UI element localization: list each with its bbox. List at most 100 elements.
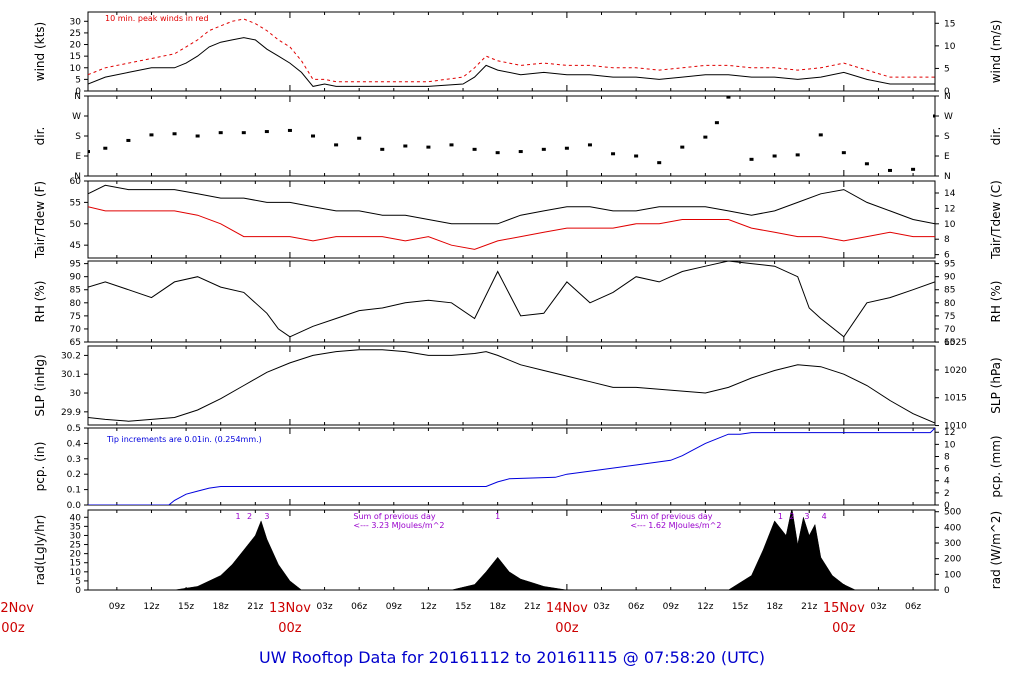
rad-peak-label: 1 <box>495 512 500 521</box>
dir-point <box>287 128 292 132</box>
x-tick-label: 06z <box>351 602 367 612</box>
precip-line <box>88 428 935 505</box>
y-tick-label: 15 <box>70 52 81 62</box>
temp-ylabel: Tair/Tdew (F) <box>33 181 47 259</box>
y-tick-label: 30 <box>70 17 82 27</box>
x-tick-label: 12z <box>697 602 713 612</box>
y-tick-label-right: 8 <box>944 452 950 462</box>
rad-peak-label: 1 <box>778 512 783 521</box>
y-tick-label-right: 12 <box>944 204 955 214</box>
y-tick-label: E <box>75 152 81 162</box>
y-tick-label: 5 <box>75 75 81 85</box>
slp-plot-area <box>88 349 935 424</box>
rh-frame <box>87 260 936 343</box>
wind-annotation: 10 min. peak winds in red <box>105 14 209 23</box>
dir-point <box>495 151 500 155</box>
x-tick-label: 21z <box>801 602 817 612</box>
y-tick-label: 0.1 <box>67 486 81 496</box>
x-tick-label: 06z <box>628 602 644 612</box>
y-tick-label: W <box>72 112 81 122</box>
temp-frame <box>87 180 936 259</box>
dir-point <box>449 143 454 147</box>
y-tick-label-right: 1010 <box>944 422 967 432</box>
dir-plot-area <box>88 96 935 172</box>
rad-peak-label: 3 <box>804 512 809 521</box>
temp-plot-area <box>88 184 935 250</box>
Tdew-line <box>88 206 935 250</box>
x-tick-label: 12z <box>420 602 436 612</box>
y-tick-label-right: 100 <box>944 570 961 580</box>
day-date-label: 12Nov <box>0 601 34 616</box>
dir-point <box>218 131 223 135</box>
y-tick-label: 0.3 <box>67 455 81 465</box>
dir-point <box>634 154 639 158</box>
y-tick-label: 80 <box>70 299 82 309</box>
temp-panel: 45 50 55 60 6 8 10 12 14 Tair/Tdew (F) Tair/Tdew (… <box>33 177 1003 261</box>
y-tick-label: 20 <box>70 41 82 51</box>
rh-ylabel: RH (%) <box>33 281 47 323</box>
day-time-label: 00z <box>555 621 579 636</box>
dir-point <box>311 134 316 138</box>
x-tick-label: 18z <box>213 602 229 612</box>
y-tick-label-right: 85 <box>944 286 955 296</box>
dir-point <box>911 167 916 171</box>
dir-point <box>841 151 846 155</box>
rad-peak-label: 2 <box>247 512 252 521</box>
y-tick-label: N <box>74 172 81 182</box>
x-tick-label: 18z <box>490 602 506 612</box>
dir-point <box>587 143 592 147</box>
slp-ylabel-right: SLP (hPa) <box>989 357 1003 413</box>
y-tick-label-right: N <box>944 92 951 102</box>
y-tick-label: 5 <box>75 577 81 587</box>
dir-point <box>126 138 131 142</box>
y-tick-label-right: 300 <box>944 539 961 549</box>
Tair-line <box>88 184 935 225</box>
y-tick-label: 20 <box>70 550 82 560</box>
y-tick-label: 40 <box>70 513 82 523</box>
RH-line <box>88 261 935 338</box>
y-tick-label: 30 <box>70 389 82 399</box>
x-tick-label: 21z <box>524 602 540 612</box>
day-date-label: 13Nov <box>269 601 311 616</box>
x-tick-label: 15z <box>732 602 748 612</box>
y-tick-label-right: 75 <box>944 312 955 322</box>
y-tick-label-right: 200 <box>944 555 961 565</box>
daily-sum-line2: <--- 1.62 MJoules/m^2 <box>630 521 721 530</box>
dir-point <box>772 154 777 158</box>
dir-point <box>818 133 823 137</box>
y-tick-label: 30 <box>70 531 82 541</box>
day-time-label: 00z <box>1 621 25 636</box>
y-tick-label-right: N <box>944 172 951 182</box>
wind-ylabel: wind (kts) <box>33 22 47 81</box>
y-tick-label-right: 12 <box>944 428 955 438</box>
y-tick-label-right: 500 <box>944 508 961 518</box>
y-tick-label: 50 <box>70 220 82 230</box>
y-tick-label-right: 70 <box>944 325 956 335</box>
y-tick-label: 65 <box>70 338 81 348</box>
y-tick-label-right: 14 <box>944 189 956 199</box>
y-tick-label-right: 10 <box>944 220 956 230</box>
y-tick-label: 45 <box>70 241 81 251</box>
x-tick-label: 09z <box>663 602 679 612</box>
y-tick-label-right: 0 <box>944 87 950 97</box>
y-tick-label-right: W <box>944 112 953 122</box>
y-tick-label-right: 95 <box>944 260 955 270</box>
dir-point <box>714 121 719 125</box>
day-date-label: 14Nov <box>546 601 588 616</box>
daily-sum-line1: Sum of previous day <box>353 512 435 521</box>
dir-point <box>357 136 362 140</box>
pcp-annotation: Tip increments are 0.01in. (0.254mm.) <box>106 435 262 444</box>
wind-ylabel-right: wind (m/s) <box>989 20 1003 84</box>
y-tick-label-right: 6 <box>944 465 950 475</box>
x-tick-label: 15z <box>178 602 194 612</box>
radiation-area <box>88 510 935 590</box>
x-tick-label: 15z <box>455 602 471 612</box>
dir-point <box>749 157 754 161</box>
rad-panel: 05101520253035400100200300400500rad(Lgly… <box>33 508 1003 596</box>
y-tick-label-right: 10 <box>944 42 956 52</box>
dir-point <box>472 147 477 151</box>
dir-point <box>518 150 523 154</box>
y-tick-label: 29.9 <box>61 408 81 418</box>
y-tick-label-right: 10 <box>944 440 956 450</box>
